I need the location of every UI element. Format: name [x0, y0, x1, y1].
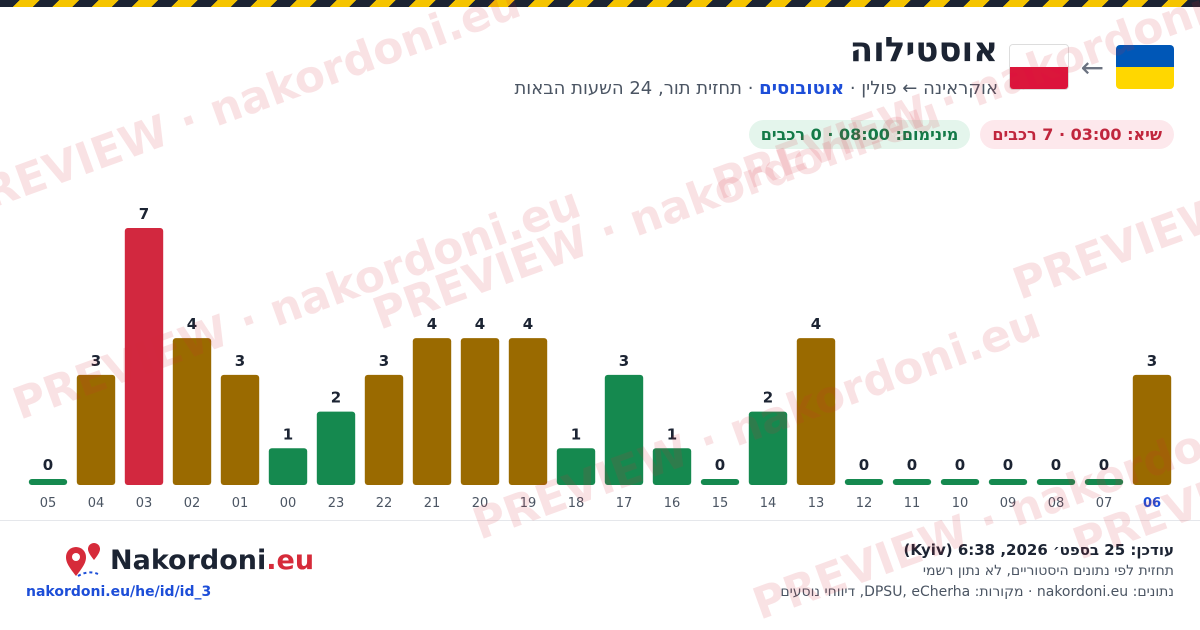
brand: Nakordoni: [110, 544, 267, 576]
note: תחזית לפי נתונים היסטוריים, לא נתון רשמי: [922, 563, 1174, 579]
value-label: 2: [331, 389, 341, 407]
value-label: 3: [1147, 352, 1157, 370]
bar: [796, 338, 836, 485]
bar: [460, 338, 500, 485]
page-url[interactable]: nakordoni.eu/he/id/id_3: [26, 584, 212, 600]
value-label: 3: [379, 352, 389, 370]
value-label: 7: [139, 205, 149, 223]
value-label: 0: [1099, 456, 1109, 474]
x-tick-label: 00: [280, 496, 297, 511]
value-label: 1: [571, 425, 581, 443]
x-tick-label: 15: [712, 496, 729, 511]
updated: עודכן: 25 בספט׳ 2026, 6:38 (Kyiv): [903, 541, 1175, 559]
bar: [1036, 479, 1076, 485]
x-tick-label: 07: [1096, 496, 1113, 511]
bar: [844, 479, 884, 485]
bar: [652, 448, 692, 485]
logo: Nakordoni.eu: [64, 540, 314, 580]
bar: [364, 374, 404, 485]
bar: [508, 338, 548, 485]
value-label: 1: [667, 425, 677, 443]
x-tick-label: 02: [184, 496, 201, 511]
value-label: 3: [235, 352, 245, 370]
x-tick-label: 12: [856, 496, 873, 511]
bar: [124, 228, 164, 485]
logo-icon: [66, 543, 100, 577]
x-tick-label: 04: [88, 496, 105, 511]
x-tick-label: 17: [616, 496, 633, 511]
value-label: 4: [811, 315, 821, 333]
bar: [268, 448, 308, 485]
bar: [892, 479, 932, 485]
bar: [172, 338, 212, 485]
bar: [556, 448, 596, 485]
x-tick-label: 05: [40, 496, 57, 511]
flag-poland: [1008, 44, 1069, 90]
bar: [604, 374, 644, 485]
x-tick-label: 14: [760, 496, 777, 511]
bar: [28, 479, 68, 485]
value-label: 2: [763, 389, 773, 407]
value-label: 4: [475, 315, 485, 333]
peak-pill: שיא: 03:00 · 7 רכבים: [980, 120, 1174, 149]
value-label: 0: [1003, 456, 1013, 474]
value-label: 0: [1051, 456, 1061, 474]
route-flags: ←: [1008, 44, 1174, 90]
value-label: 4: [523, 315, 533, 333]
value-label: 3: [619, 352, 629, 370]
x-tick-label: 21: [424, 496, 441, 511]
meta: עודכן: 25 בספט׳ 2026, 6:38 (Kyiv) תחזית …: [780, 540, 1174, 603]
chart: 3060070080090100110124132140151163171184…: [28, 205, 1172, 511]
title: אוסטילוה: [849, 30, 998, 70]
bar: [748, 411, 788, 485]
bar: [220, 374, 260, 485]
bar: [1132, 374, 1172, 485]
x-tick-label: 06: [1143, 496, 1161, 511]
x-tick-label: 08: [1048, 496, 1065, 511]
sources: נתונים: nakordoni.eu · מקורות: DPSU, eCh…: [780, 584, 1174, 600]
subtitle-mode: אוטובוסים: [759, 78, 845, 99]
hazard-stripes: [0, 0, 1200, 7]
divider: [0, 520, 1200, 521]
value-label: 3: [91, 352, 101, 370]
x-tick-label: 10: [952, 496, 969, 511]
subtitle-route: אוקראינה ← פולין ·: [849, 78, 998, 99]
subtitle-desc: · תחזית תור, 24 השעות הבאות: [514, 78, 754, 99]
x-tick-label: 11: [904, 496, 921, 511]
value-label: 1: [283, 425, 293, 443]
x-tick-label: 20: [472, 496, 489, 511]
bar: [412, 338, 452, 485]
bar: [940, 479, 980, 485]
x-tick-label: 01: [232, 496, 249, 511]
brand-tld: .eu: [266, 544, 315, 576]
x-tick-label: 18: [568, 496, 585, 511]
value-label: 0: [715, 456, 725, 474]
value-label: 4: [187, 315, 197, 333]
x-tick-label: 13: [808, 496, 825, 511]
stats: שיא: 03:00 · 7 רכבים מינימום: 08:00 · 0 …: [748, 120, 1174, 149]
x-tick-label: 03: [136, 496, 153, 511]
min-pill: מינימום: 08:00 · 0 רכבים: [748, 120, 971, 149]
flag-ukraine: [1116, 45, 1174, 89]
bar: [76, 374, 116, 485]
value-label: 4: [427, 315, 437, 333]
x-tick-label: 16: [664, 496, 681, 511]
arrow: ←: [1080, 50, 1104, 84]
value-label: 0: [859, 456, 869, 474]
bar: [1084, 479, 1124, 485]
value-label: 0: [907, 456, 917, 474]
bar: [700, 479, 740, 485]
x-tick-label: 09: [1000, 496, 1017, 511]
x-tick-label: 23: [328, 496, 345, 511]
subtitle: אוקראינה ← פולין · אוטובוסים · תחזית תור…: [514, 78, 998, 99]
bar: [316, 411, 356, 485]
value-label: 0: [43, 456, 53, 474]
x-tick-label: 22: [376, 496, 393, 511]
value-label: 0: [955, 456, 965, 474]
x-tick-label: 19: [520, 496, 537, 511]
bar: [988, 479, 1028, 485]
